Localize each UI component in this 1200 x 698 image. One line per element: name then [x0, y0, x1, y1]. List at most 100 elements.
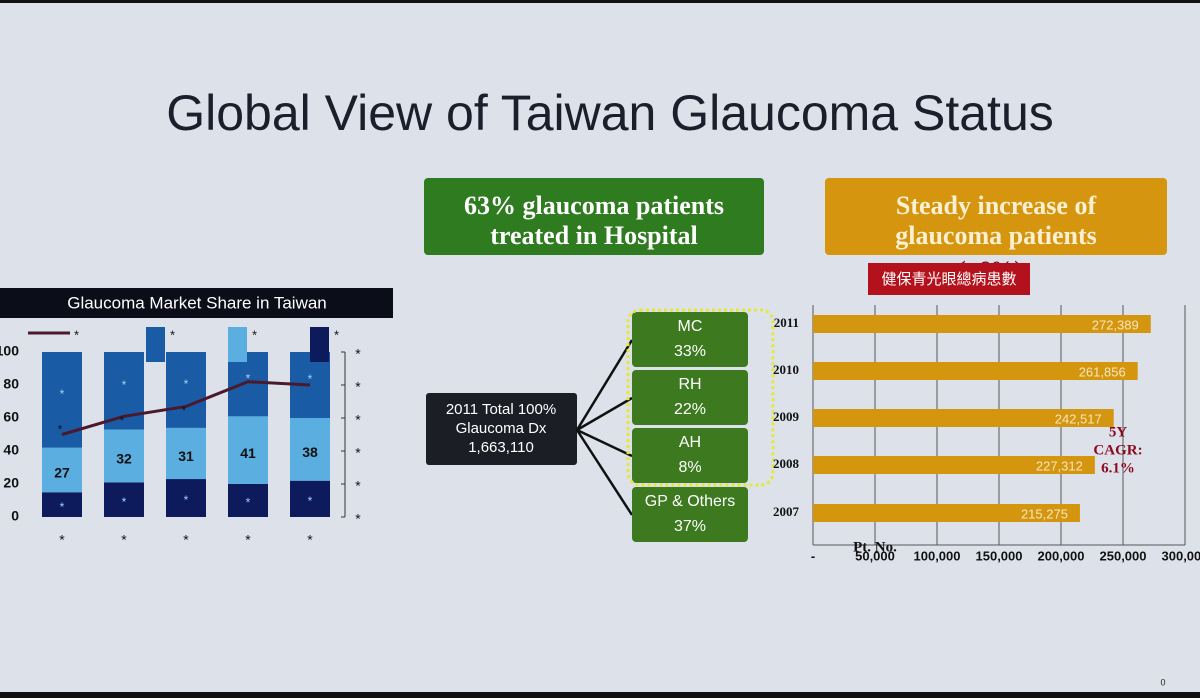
chart-title-bar — [0, 288, 393, 318]
child-box — [632, 370, 748, 425]
child-label: MC — [678, 318, 703, 335]
chart-title: Glaucoma Market Share in Taiwan — [67, 293, 327, 312]
line-series — [61, 380, 311, 436]
child-share: 22% — [674, 401, 706, 418]
bar-segment — [228, 416, 268, 484]
bar-segment — [166, 479, 206, 517]
badge-text: 健保青光眼總病患數 — [881, 270, 1016, 288]
legend-swatch — [228, 327, 247, 362]
child-label: AH — [679, 434, 701, 451]
segment-value: 31 — [178, 448, 194, 464]
badge-box — [868, 263, 1030, 295]
y-tick-label: 40 — [3, 442, 19, 458]
x-tick-label: 300,000 — [1162, 548, 1200, 563]
line-point-label: * — [182, 404, 187, 418]
x-tick-label: * — [245, 532, 251, 548]
bar-segment — [290, 418, 330, 481]
x-tick-label: * — [59, 532, 65, 548]
slide-number: 0 — [1160, 677, 1165, 687]
child-box — [632, 312, 748, 367]
slide-background — [0, 3, 1200, 692]
callout-box — [424, 178, 764, 255]
segment-label: * — [184, 493, 189, 507]
bar-segment — [228, 484, 268, 517]
bar-segment — [166, 352, 206, 428]
y-tick-label: 20 — [3, 475, 19, 491]
child-box — [632, 428, 748, 483]
bar-segment — [290, 480, 330, 517]
y2-tick-label: * — [355, 445, 361, 461]
callout-text: treated in Hospital — [490, 221, 698, 250]
legend-swatch — [146, 327, 165, 362]
legend-label: * — [74, 327, 79, 342]
category-label: 2010 — [773, 362, 799, 377]
category-label: 2009 — [773, 409, 800, 424]
tree-branch — [575, 339, 634, 431]
segment-label: * — [246, 496, 251, 510]
cagr-annotation: 6.1% — [1101, 460, 1135, 476]
bar — [813, 409, 1114, 427]
root-text: Glaucoma Dx — [456, 420, 547, 437]
y-tick-label: 100 — [0, 343, 19, 359]
y2-tick-label: * — [355, 511, 361, 527]
bar — [813, 362, 1138, 380]
y-tick-label: 80 — [3, 376, 19, 392]
x-tick-label: - — [811, 548, 815, 563]
child-share: 33% — [674, 343, 706, 360]
segment-value: 41 — [240, 445, 256, 461]
y2-tick-label: * — [355, 379, 361, 395]
x-tick-label: 50,000 — [855, 548, 895, 563]
legend-label: * — [170, 327, 175, 342]
legend-swatch — [310, 327, 329, 362]
tree-branch — [576, 396, 633, 432]
segment-label: * — [184, 377, 189, 391]
bar-segment — [42, 447, 82, 493]
line-point-label: * — [58, 423, 63, 437]
value-label: 242,517 — [1055, 411, 1102, 426]
slide-title: Global View of Taiwan Glaucoma Status — [166, 85, 1054, 141]
x-tick-label: 200,000 — [1038, 548, 1085, 563]
y2-tick-label: * — [355, 412, 361, 428]
x-tick-label: 150,000 — [976, 548, 1023, 563]
bar-segment — [104, 429, 144, 483]
line-point-label: * — [120, 414, 125, 428]
segment-label: * — [308, 494, 313, 508]
bar — [813, 504, 1080, 522]
y-tick-label: 60 — [3, 409, 19, 425]
x-tick-label: 100,000 — [914, 548, 961, 563]
x-tick-label: * — [307, 532, 313, 548]
segment-value: 38 — [302, 444, 318, 460]
category-label: 2011 — [774, 315, 799, 330]
value-label: 215,275 — [1021, 506, 1068, 521]
x-axis-label: Pt. No. — [853, 539, 897, 555]
segment-label: * — [60, 500, 65, 514]
legend-label: * — [252, 327, 257, 342]
bar-segment — [228, 352, 268, 417]
bar-segment — [166, 427, 206, 480]
child-label: RH — [678, 376, 701, 393]
value-label: 227,312 — [1036, 458, 1083, 473]
root-box — [426, 393, 577, 465]
cagr-annotation: CAGR: — [1093, 442, 1142, 458]
x-tick-label: * — [183, 532, 189, 548]
tree-branch — [575, 429, 634, 516]
hospital-group-outline — [626, 308, 775, 487]
child-box — [632, 487, 748, 542]
segment-label: * — [60, 387, 65, 401]
segment-value: 27 — [54, 465, 70, 481]
child-share: 8% — [678, 459, 701, 476]
callout-box — [825, 178, 1167, 255]
y2-tick-label: * — [355, 346, 361, 362]
x-tick-label: 250,000 — [1100, 548, 1147, 563]
child-share: 37% — [674, 518, 706, 535]
callout-text: Steady increase of — [896, 191, 1097, 220]
segment-label: * — [122, 378, 127, 392]
bar-segment — [42, 492, 82, 517]
y-tick-label: 0 — [11, 508, 19, 524]
segment-label: * — [246, 371, 251, 385]
value-label: 261,856 — [1079, 364, 1126, 379]
segment-label: * — [122, 495, 127, 509]
y2-tick-label: * — [355, 478, 361, 494]
segment-label: * — [308, 372, 313, 386]
